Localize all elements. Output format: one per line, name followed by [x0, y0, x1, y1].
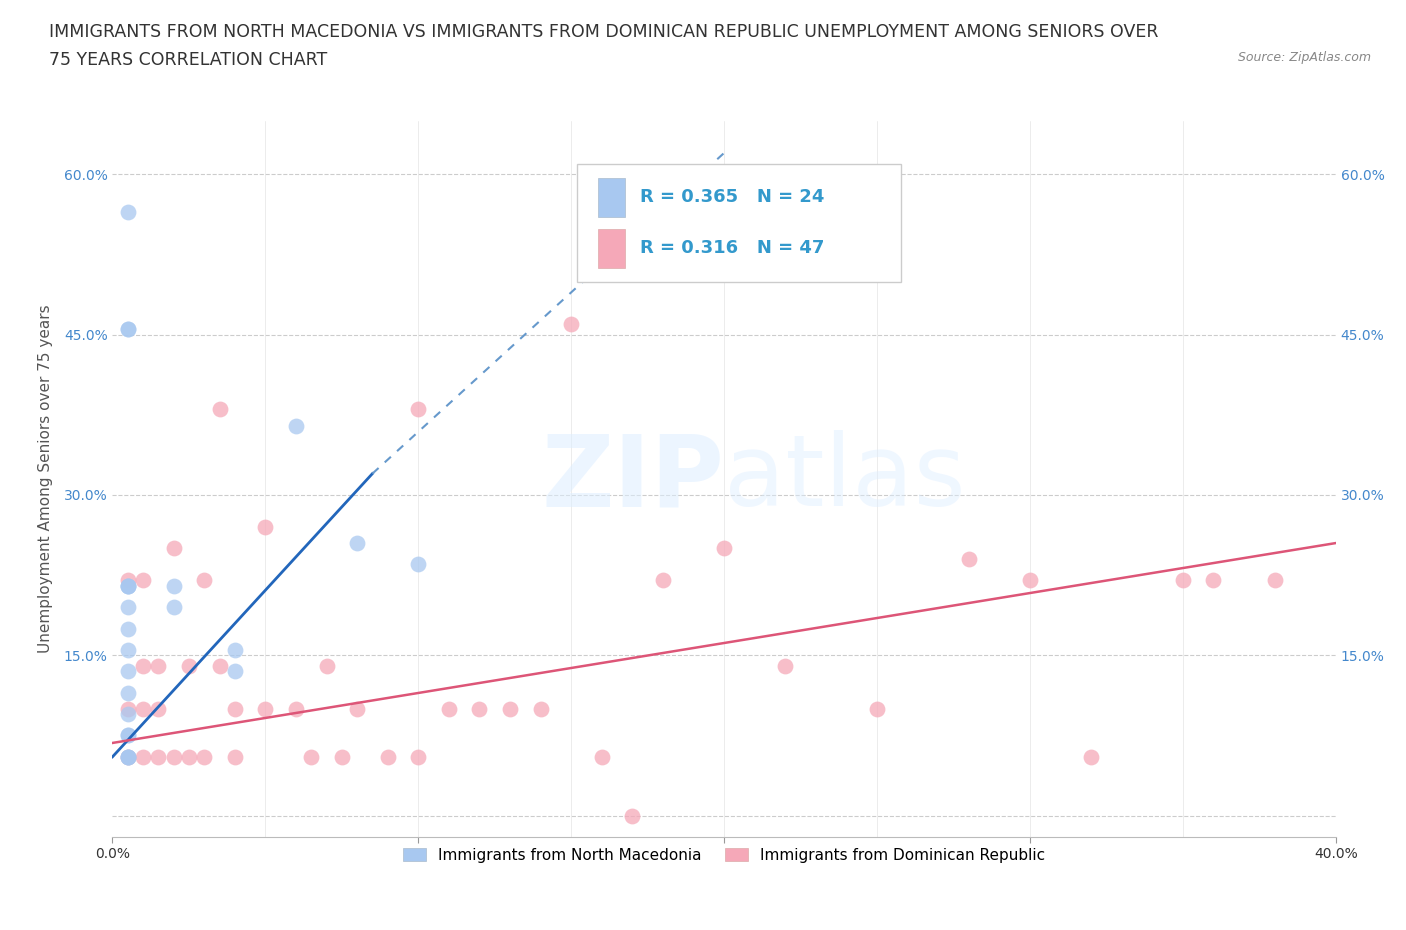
- Point: [224, 643, 246, 658]
- Point: [117, 573, 139, 588]
- Point: [408, 402, 430, 417]
- Point: [163, 541, 186, 556]
- Point: [957, 551, 980, 566]
- Point: [117, 621, 139, 636]
- Point: [315, 658, 337, 673]
- Point: [621, 808, 644, 823]
- Legend: Immigrants from North Macedonia, Immigrants from Dominican Republic: Immigrants from North Macedonia, Immigra…: [396, 842, 1052, 869]
- Point: [117, 728, 139, 743]
- Point: [117, 322, 139, 337]
- Text: IMMIGRANTS FROM NORTH MACEDONIA VS IMMIGRANTS FROM DOMINICAN REPUBLIC UNEMPLOYME: IMMIGRANTS FROM NORTH MACEDONIA VS IMMIG…: [49, 23, 1159, 41]
- Point: [408, 750, 430, 764]
- Text: R = 0.365   N = 24: R = 0.365 N = 24: [640, 189, 824, 206]
- Point: [177, 750, 200, 764]
- Point: [117, 750, 139, 764]
- Point: [208, 402, 231, 417]
- Point: [132, 701, 155, 716]
- Point: [299, 750, 322, 764]
- Point: [224, 750, 246, 764]
- Point: [775, 658, 797, 673]
- Point: [284, 701, 308, 716]
- Text: R = 0.316   N = 47: R = 0.316 N = 47: [640, 239, 824, 258]
- Point: [117, 578, 139, 593]
- Point: [117, 728, 139, 743]
- Point: [224, 664, 246, 679]
- Text: ZIP: ZIP: [541, 431, 724, 527]
- Text: atlas: atlas: [724, 431, 966, 527]
- Point: [377, 750, 399, 764]
- Point: [254, 520, 277, 535]
- Point: [1264, 573, 1286, 588]
- Point: [713, 541, 735, 556]
- FancyBboxPatch shape: [578, 164, 901, 282]
- Point: [117, 578, 139, 593]
- Point: [117, 578, 139, 593]
- Point: [193, 750, 215, 764]
- Point: [468, 701, 491, 716]
- Point: [117, 707, 139, 722]
- Point: [117, 701, 139, 716]
- Point: [117, 750, 139, 764]
- Point: [132, 750, 155, 764]
- Y-axis label: Unemployment Among Seniors over 75 years: Unemployment Among Seniors over 75 years: [38, 305, 52, 653]
- Point: [530, 701, 553, 716]
- Point: [163, 578, 186, 593]
- Point: [132, 573, 155, 588]
- Point: [117, 750, 139, 764]
- Point: [1018, 573, 1040, 588]
- FancyBboxPatch shape: [598, 229, 626, 268]
- Point: [193, 573, 215, 588]
- Point: [591, 750, 613, 764]
- Point: [254, 701, 277, 716]
- Point: [117, 205, 139, 219]
- Point: [224, 701, 246, 716]
- Text: 75 YEARS CORRELATION CHART: 75 YEARS CORRELATION CHART: [49, 51, 328, 69]
- Point: [408, 557, 430, 572]
- Point: [866, 701, 889, 716]
- FancyBboxPatch shape: [598, 178, 626, 217]
- Point: [148, 750, 170, 764]
- Point: [208, 658, 231, 673]
- Point: [560, 316, 582, 331]
- Point: [284, 418, 308, 433]
- Point: [117, 643, 139, 658]
- Point: [132, 658, 155, 673]
- Point: [117, 600, 139, 615]
- Point: [437, 701, 460, 716]
- Point: [499, 701, 522, 716]
- Point: [1080, 750, 1102, 764]
- Point: [117, 322, 139, 337]
- Point: [117, 750, 139, 764]
- Point: [148, 701, 170, 716]
- Point: [117, 664, 139, 679]
- Point: [163, 750, 186, 764]
- Point: [148, 658, 170, 673]
- Point: [177, 658, 200, 673]
- Point: [1171, 573, 1194, 588]
- Point: [163, 600, 186, 615]
- Point: [1202, 573, 1225, 588]
- Point: [117, 685, 139, 700]
- Point: [346, 536, 368, 551]
- Text: Source: ZipAtlas.com: Source: ZipAtlas.com: [1237, 51, 1371, 64]
- Point: [346, 701, 368, 716]
- Point: [330, 750, 353, 764]
- Point: [652, 573, 675, 588]
